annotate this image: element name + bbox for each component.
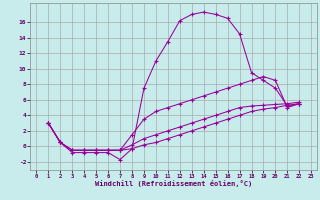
X-axis label: Windchill (Refroidissement éolien,°C): Windchill (Refroidissement éolien,°C) — [95, 180, 252, 187]
